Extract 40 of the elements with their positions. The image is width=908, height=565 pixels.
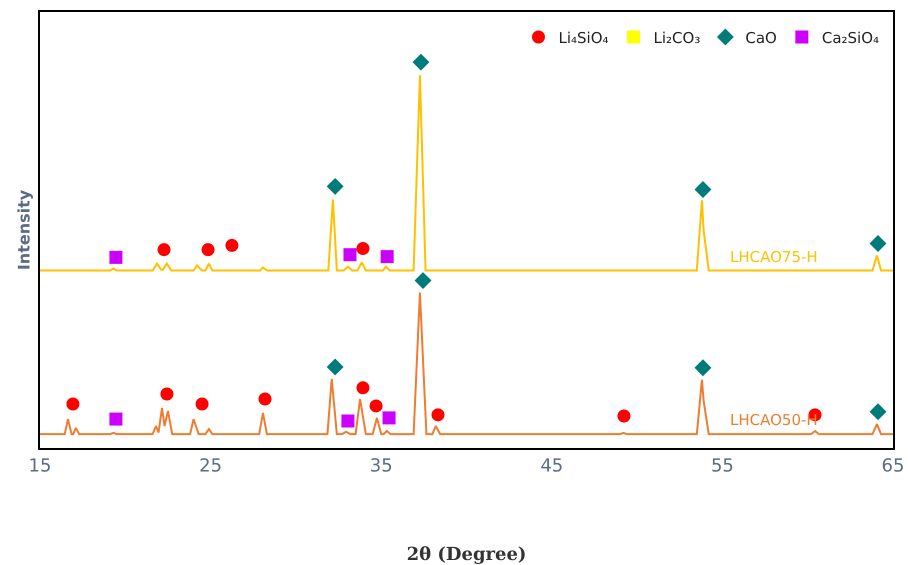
point <box>380 250 394 264</box>
point <box>343 248 356 262</box>
point <box>66 398 80 411</box>
point <box>326 358 344 376</box>
point <box>694 181 712 198</box>
point <box>412 54 430 71</box>
point <box>225 238 238 252</box>
x-tick-label: 45 <box>540 456 564 477</box>
point <box>694 359 712 376</box>
point <box>160 387 174 400</box>
legend-label: Ca₂SiO₄ <box>822 28 880 47</box>
series-label: LHCAO75-H <box>730 248 818 266</box>
point <box>109 412 122 426</box>
legend-label: Li₂CO₃ <box>654 28 700 47</box>
legend-label: CaO <box>745 28 777 47</box>
x-tick-label: 35 <box>370 456 393 477</box>
series-label: LHCAO50-H <box>730 411 818 429</box>
point <box>158 243 171 256</box>
y-axis-title: Intensity <box>14 189 34 270</box>
point <box>356 242 370 256</box>
point <box>258 392 272 406</box>
point <box>870 235 886 252</box>
legend-label: Li₄SiO₄ <box>558 28 609 47</box>
x-tick-label: 15 <box>28 456 52 477</box>
point <box>356 381 370 394</box>
x-tick-label: 25 <box>199 456 222 477</box>
point <box>870 403 886 420</box>
point <box>109 250 122 264</box>
point <box>202 243 215 256</box>
x-tick-label: 55 <box>710 456 734 477</box>
x-axis-title: 2θ (Degree) <box>406 544 526 565</box>
point <box>341 414 354 428</box>
point <box>196 398 209 411</box>
point <box>432 408 445 422</box>
point <box>414 272 432 289</box>
point <box>326 178 344 195</box>
x-tick-label: 65 <box>882 456 904 477</box>
point <box>617 409 630 422</box>
point <box>382 411 396 424</box>
point <box>370 399 383 412</box>
